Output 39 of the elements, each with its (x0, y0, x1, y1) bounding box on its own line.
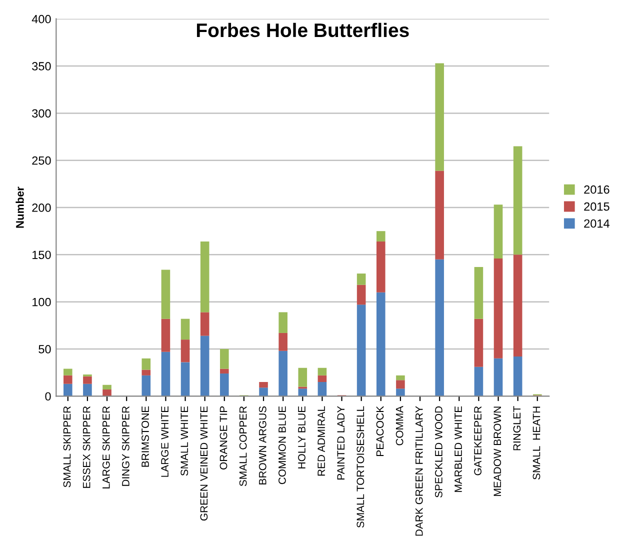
y-tick-label: 50 (38, 345, 51, 354)
y-tick-label: 0 (45, 392, 51, 401)
x-tick-label: ESSEX SKIPPER (82, 406, 90, 488)
x-tick-label: SMALL HEATH (532, 406, 540, 480)
x-tick-label: SMALL SKIPPER (63, 406, 71, 488)
y-tick-label: 300 (32, 109, 51, 118)
x-tick-label: GATEKEEPER (474, 406, 482, 476)
x-tick-label: HOLLY BLUE (298, 406, 306, 468)
y-tick-label: 150 (32, 250, 51, 260)
x-tick-label: SMALL TORTOISESHELL (356, 406, 364, 528)
x-tick-label: BROWN ARGUS (258, 406, 266, 484)
y-axis-title: Number (16, 186, 24, 228)
y-tick-label: 400 (32, 14, 51, 24)
x-tick-label: PAINTED LADY (337, 406, 344, 480)
legend-label: 2014 (584, 219, 610, 228)
y-tick-label: 250 (32, 156, 51, 165)
legend-label: 2016 (584, 185, 610, 194)
legend-label: 2015 (584, 202, 610, 211)
x-tick-label: RINGLET (513, 406, 521, 450)
x-tick-label: DINGY SKIPPER (122, 406, 130, 486)
x-tick-label: MEADOW BROWN (494, 406, 502, 496)
x-tick-label: COMMON BLUE (278, 406, 286, 484)
x-tick-label: COMMA (396, 406, 404, 446)
x-tick-label: SPECKLED WOOD (434, 406, 442, 498)
x-tick-label: GREEN VEINED WHITE (200, 406, 208, 521)
x-tick-label: MARBLED WHITE (454, 406, 462, 492)
x-tick-label: SMALL WHITE (180, 406, 188, 476)
y-tick-label: 350 (32, 62, 51, 70)
y-tick-label: 200 (32, 204, 51, 212)
x-tick-label: ORANGE TIP (220, 406, 228, 470)
x-tick-label: PEACOCK (376, 406, 384, 456)
x-tick-label: RED ADMIRAL (318, 406, 325, 476)
x-tick-label: SMALL COPPER (239, 406, 247, 486)
x-tick-label: BRIMSTONE (142, 406, 149, 467)
y-tick-label: 100 (32, 298, 51, 306)
x-tick-label: DARK GREEN FRITILLARY (415, 406, 423, 536)
x-tick-label: LARGE SKIPPER (102, 406, 110, 488)
x-tick-label: LARGE WHITE (161, 406, 169, 477)
chart-title: Forbes Hole Butterflies (196, 22, 409, 38)
